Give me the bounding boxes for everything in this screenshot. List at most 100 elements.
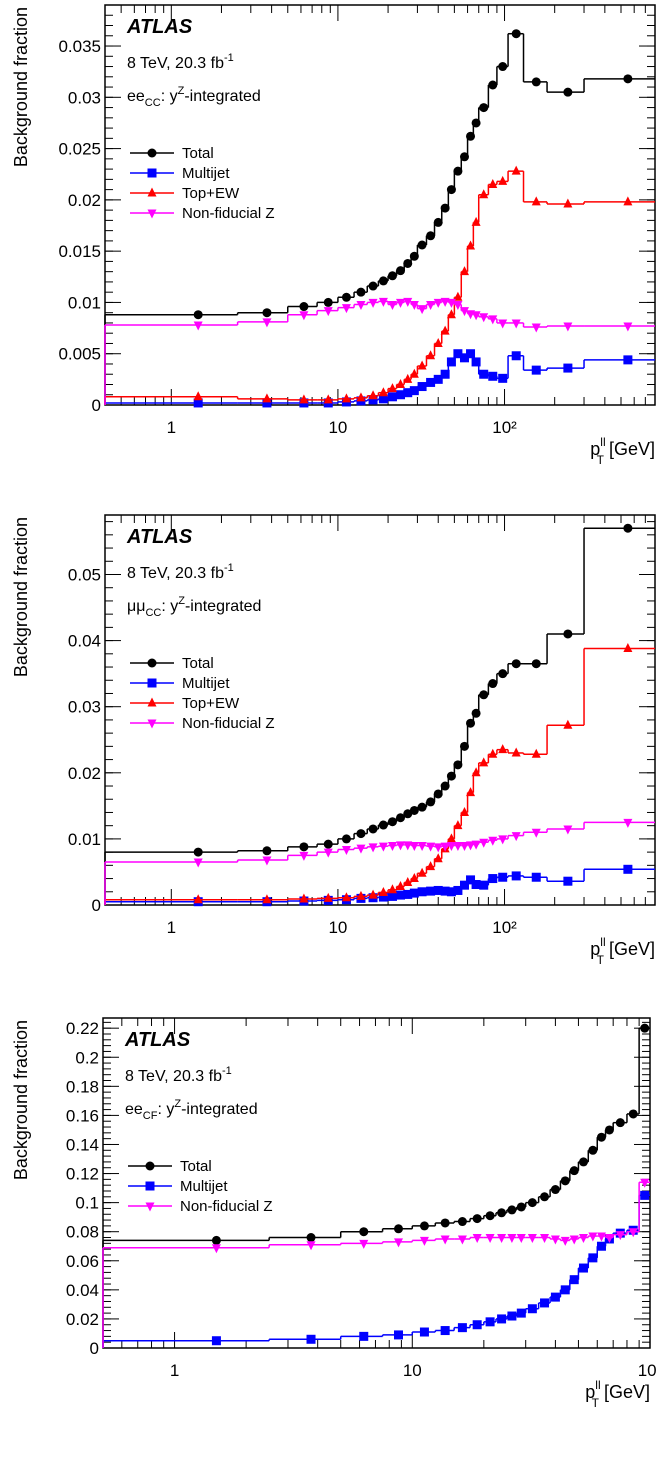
x-tick-label: 10² xyxy=(492,418,517,437)
marker xyxy=(488,874,498,884)
marker xyxy=(527,1304,537,1314)
x-tick-label: 1 xyxy=(167,418,176,437)
y-tick-label: 0.005 xyxy=(58,345,101,364)
marker xyxy=(419,1221,429,1231)
y-tick-label: 0.14 xyxy=(66,1135,99,1154)
marker xyxy=(488,371,498,381)
marker xyxy=(393,1224,403,1234)
marker xyxy=(563,363,573,373)
marker xyxy=(628,1228,638,1238)
marker xyxy=(426,231,436,241)
y-axis-label: Background fraction xyxy=(11,7,31,167)
marker xyxy=(498,669,508,679)
energy-sup: -1 xyxy=(224,52,234,64)
marker xyxy=(433,885,443,895)
energy-label: 8 TeV, 20.3 fb-1 xyxy=(125,1065,232,1085)
channel-text: : y xyxy=(161,88,178,105)
marker xyxy=(563,629,573,639)
marker xyxy=(403,877,413,887)
marker xyxy=(459,152,469,162)
marker xyxy=(387,383,397,393)
marker xyxy=(472,1234,482,1244)
marker xyxy=(453,349,463,359)
marker xyxy=(341,892,351,902)
x-tick-label: 10² xyxy=(492,918,517,937)
marker xyxy=(323,892,333,902)
y-tick-label: 0.22 xyxy=(66,1019,99,1038)
marker xyxy=(262,846,272,856)
channel-sub: CF xyxy=(143,1110,158,1122)
x-label-base: p xyxy=(590,939,600,959)
marker xyxy=(453,820,463,830)
marker xyxy=(368,889,378,899)
marker xyxy=(466,787,476,797)
series xyxy=(102,1178,650,1348)
marker xyxy=(403,388,413,398)
marker xyxy=(387,884,397,894)
x-label-unit: [GeV] xyxy=(604,939,655,959)
marker xyxy=(393,1330,403,1340)
x-axis-label: pll T [GeV] xyxy=(585,1378,650,1410)
marker xyxy=(306,1334,316,1344)
marker xyxy=(426,377,436,387)
marker xyxy=(193,894,203,904)
marker xyxy=(479,838,489,848)
marker xyxy=(359,1227,369,1237)
marker xyxy=(498,373,508,383)
x-label-unit: [GeV] xyxy=(599,1382,650,1402)
marker xyxy=(479,313,489,323)
marker xyxy=(426,886,436,896)
marker xyxy=(440,297,450,307)
marker xyxy=(563,876,573,886)
marker xyxy=(531,196,541,206)
legend-label: Top+EW xyxy=(182,695,240,712)
marker xyxy=(409,805,419,815)
marker xyxy=(472,1320,482,1330)
legend-label: Non-fiducial Z xyxy=(182,715,275,732)
marker xyxy=(368,298,378,308)
marker xyxy=(457,1235,467,1245)
y-tick-label: 0.02 xyxy=(66,1310,99,1329)
legend-marker xyxy=(147,658,157,668)
marker xyxy=(440,1235,450,1245)
marker xyxy=(497,1314,507,1324)
plot-frame xyxy=(104,514,656,906)
marker xyxy=(550,1235,560,1245)
marker xyxy=(578,1263,588,1273)
energy-text: 8 TeV, 20.3 fb xyxy=(127,55,224,72)
marker xyxy=(193,847,203,857)
marker xyxy=(511,351,521,361)
marker xyxy=(426,300,436,310)
energy-sup: -1 xyxy=(224,562,234,574)
marker xyxy=(485,1234,495,1244)
series xyxy=(104,818,655,905)
marker xyxy=(409,251,419,261)
x-tick-label: 10 xyxy=(328,418,347,437)
x-label-sub: T xyxy=(592,1396,600,1410)
marker xyxy=(459,353,469,363)
marker xyxy=(262,398,272,408)
legend-label: Multijet xyxy=(182,675,230,692)
marker xyxy=(488,315,498,325)
legend-label: Total xyxy=(182,655,214,672)
experiment-label: ATLAS xyxy=(124,1029,191,1051)
marker xyxy=(615,1118,625,1128)
marker xyxy=(417,887,427,897)
marker xyxy=(623,864,633,874)
series xyxy=(104,29,655,405)
marker xyxy=(403,258,413,268)
marker xyxy=(563,825,573,835)
marker xyxy=(479,690,489,700)
marker xyxy=(419,1236,429,1246)
marker xyxy=(488,836,498,846)
marker xyxy=(193,321,203,331)
marker xyxy=(498,744,508,754)
marker xyxy=(453,760,463,770)
marker xyxy=(417,382,427,392)
marker xyxy=(262,308,272,318)
marker xyxy=(306,1233,316,1243)
marker xyxy=(453,885,463,895)
marker xyxy=(516,1234,526,1244)
